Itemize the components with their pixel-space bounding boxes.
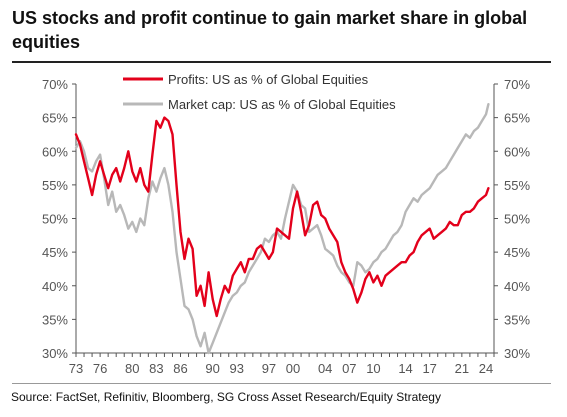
legend: Profits: US as % of Global Equities Marke… — [123, 72, 396, 112]
y-tick-label-left: 55% — [42, 178, 68, 193]
y-tick-label-left: 40% — [42, 279, 68, 294]
x-tick-label: 21 — [455, 361, 469, 376]
y-tick-label-right: 70% — [504, 77, 530, 92]
x-tick-label: 14 — [398, 361, 412, 376]
x-tick-label: 90 — [205, 361, 219, 376]
y-tick-label-right: 55% — [504, 178, 530, 193]
y-tick-label-left: 70% — [42, 77, 68, 92]
x-tick-label: 86 — [173, 361, 187, 376]
x-tick-label: 83 — [149, 361, 163, 376]
x-tick-label: 17 — [422, 361, 436, 376]
title-rule — [12, 61, 551, 63]
x-tick-label: 73 — [69, 361, 83, 376]
y-tick-label-right: 50% — [504, 212, 530, 227]
marketcap-series-line — [74, 102, 490, 355]
y-tick-label-left: 45% — [42, 245, 68, 260]
y-tick-label-left: 30% — [42, 346, 68, 361]
legend-label-marketcap: Market cap: US as % of Global Equities — [168, 97, 396, 112]
y-tick-label-right: 65% — [504, 111, 530, 126]
x-tick-label: 10 — [366, 361, 380, 376]
x-tick-label: 04 — [318, 361, 332, 376]
x-tick-label: 07 — [342, 361, 356, 376]
legend-label-profits: Profits: US as % of Global Equities — [168, 72, 369, 87]
y-tick-label-right: 30% — [504, 346, 530, 361]
x-tick-label: 80 — [125, 361, 139, 376]
profits-series-line — [74, 116, 490, 318]
y-tick-label-left: 65% — [42, 111, 68, 126]
x-tick-label: 00 — [286, 361, 300, 376]
x-tick-label: 97 — [262, 361, 276, 376]
x-tick-label: 93 — [230, 361, 244, 376]
x-tick-label: 24 — [479, 361, 493, 376]
series-lines — [74, 102, 490, 355]
source-rule — [12, 383, 551, 384]
y-tick-label-left: 60% — [42, 144, 68, 159]
y-tick-label-left: 35% — [42, 312, 68, 327]
chart-title: US stocks and profit continue to gain ma… — [12, 8, 528, 52]
source-note: Source: FactSet, Refinitiv, Bloomberg, S… — [11, 390, 441, 404]
x-tick-label: 76 — [93, 361, 107, 376]
y-tick-label-right: 60% — [504, 144, 530, 159]
y-tick-label-left: 50% — [42, 212, 68, 227]
y-tick-label-right: 35% — [504, 312, 530, 327]
axes: 30% 30% 35% 35% 40% 40% 45% 45% 50% 50% 55% 55% 60% 6… — [42, 77, 530, 376]
y-tick-label-right: 40% — [504, 279, 530, 294]
y-tick-label-right: 45% — [504, 245, 530, 260]
